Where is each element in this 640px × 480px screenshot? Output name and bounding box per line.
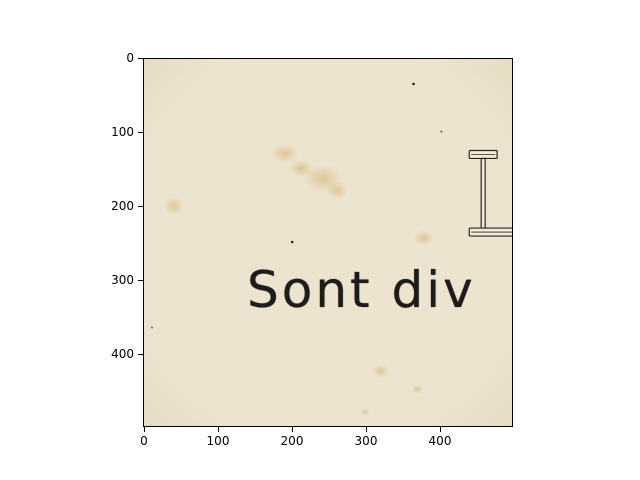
ink-speck (150, 326, 153, 329)
y-tick-mark (138, 58, 143, 59)
stain-spot (371, 364, 390, 379)
y-tick-label: 300 (111, 273, 134, 287)
y-tick-mark (138, 280, 143, 281)
x-tick-label: 400 (428, 434, 452, 448)
y-tick-label: 0 (126, 51, 134, 65)
image-axes: Sont div (143, 58, 513, 427)
y-tick-label: 100 (111, 125, 134, 139)
stain-spot (326, 181, 348, 200)
x-tick-mark (440, 427, 441, 432)
x-tick-mark (292, 427, 293, 432)
stain-spot (413, 230, 434, 246)
x-tick-label: 100 (206, 434, 230, 448)
scanned-text: Sont div (247, 261, 476, 319)
paper-scan-image (144, 59, 512, 426)
y-tick-mark (138, 132, 143, 133)
stain-spot (411, 384, 424, 395)
stain-spot (163, 197, 184, 216)
ink-speck (412, 82, 415, 86)
serif-letter-i (468, 149, 512, 237)
x-tick-label: 0 (140, 434, 148, 448)
ink-speck (440, 130, 443, 133)
stain-spot (271, 143, 300, 164)
x-tick-mark (144, 427, 145, 432)
y-tick-label: 200 (111, 199, 134, 213)
y-tick-mark (138, 354, 143, 355)
y-tick-mark (138, 206, 143, 207)
ink-speck (290, 240, 294, 244)
x-tick-label: 300 (354, 434, 378, 448)
x-tick-label: 200 (280, 434, 304, 448)
x-tick-mark (218, 427, 219, 432)
x-tick-mark (366, 427, 367, 432)
y-tick-label: 400 (111, 347, 134, 361)
stain-spot (359, 408, 370, 417)
